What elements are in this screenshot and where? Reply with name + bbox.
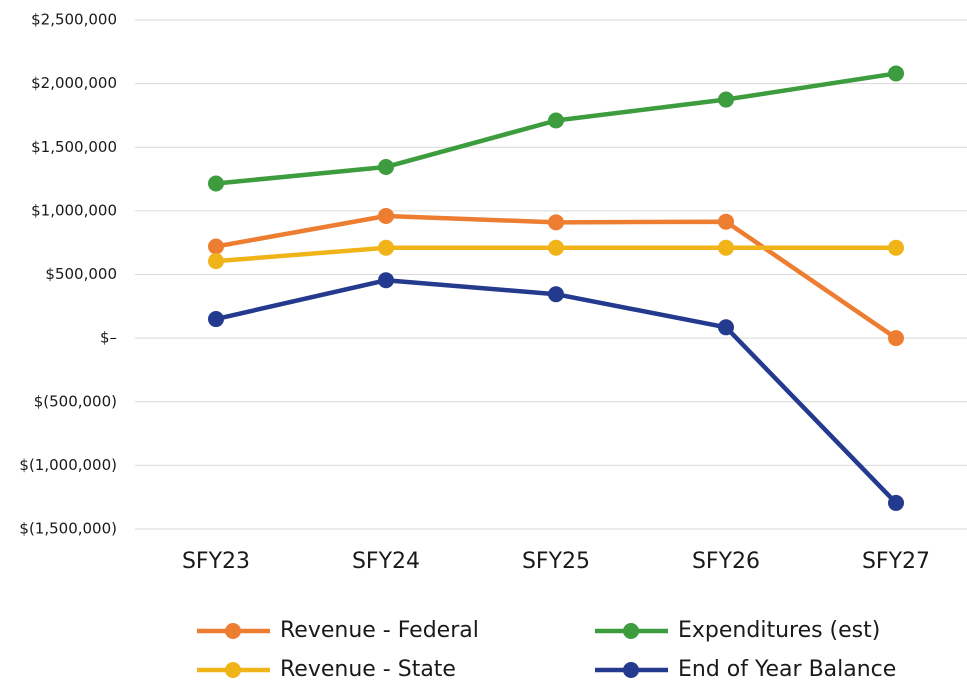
- data-point: [888, 239, 904, 256]
- y-tick-label: $–: [100, 329, 117, 347]
- y-tick-label: $2,000,000: [31, 74, 117, 92]
- data-point: [378, 158, 394, 175]
- x-tick-label: SFY23: [182, 549, 250, 574]
- data-point: [548, 112, 564, 129]
- y-tick-label: $1,000,000: [31, 201, 117, 219]
- x-tick-label: SFY24: [352, 549, 420, 574]
- data-point: [888, 330, 904, 347]
- data-point: [718, 319, 734, 336]
- data-point: [208, 175, 224, 192]
- x-tick-label: SFY25: [522, 549, 590, 574]
- series-line: [215, 213, 898, 340]
- data-point: [208, 238, 224, 255]
- data-point: [378, 272, 394, 289]
- legend-marker: [225, 662, 241, 678]
- data-point: [208, 253, 224, 270]
- y-tick-label: $(500,000): [34, 392, 117, 410]
- data-point: [378, 207, 394, 224]
- legend-label: Revenue - State: [280, 657, 456, 682]
- legend-marker: [623, 623, 639, 639]
- legend-label: Expenditures (est): [678, 618, 880, 643]
- y-tick-label: $1,500,000: [31, 138, 117, 156]
- y-tick-label: $500,000: [45, 265, 117, 283]
- legend-marker: [623, 662, 639, 678]
- data-point: [548, 286, 564, 303]
- data-point: [718, 239, 734, 256]
- x-tick-label: SFY26: [692, 549, 760, 574]
- data-point: [208, 311, 224, 328]
- data-point: [888, 65, 904, 82]
- data-point: [718, 213, 734, 230]
- legend-label: End of Year Balance: [678, 657, 896, 682]
- y-tick-label: $2,500,000: [31, 11, 117, 29]
- legend-label: Revenue - Federal: [280, 618, 479, 643]
- data-point: [378, 239, 394, 256]
- series-line: [215, 277, 898, 505]
- y-tick-label: $(1,000,000): [19, 456, 117, 474]
- data-point: [548, 239, 564, 256]
- y-tick-label: $(1,500,000): [19, 520, 117, 538]
- x-tick-label: SFY27: [862, 549, 930, 574]
- legend-marker: [225, 623, 241, 639]
- data-point: [548, 214, 564, 231]
- data-point: [888, 494, 904, 511]
- data-point: [718, 91, 734, 108]
